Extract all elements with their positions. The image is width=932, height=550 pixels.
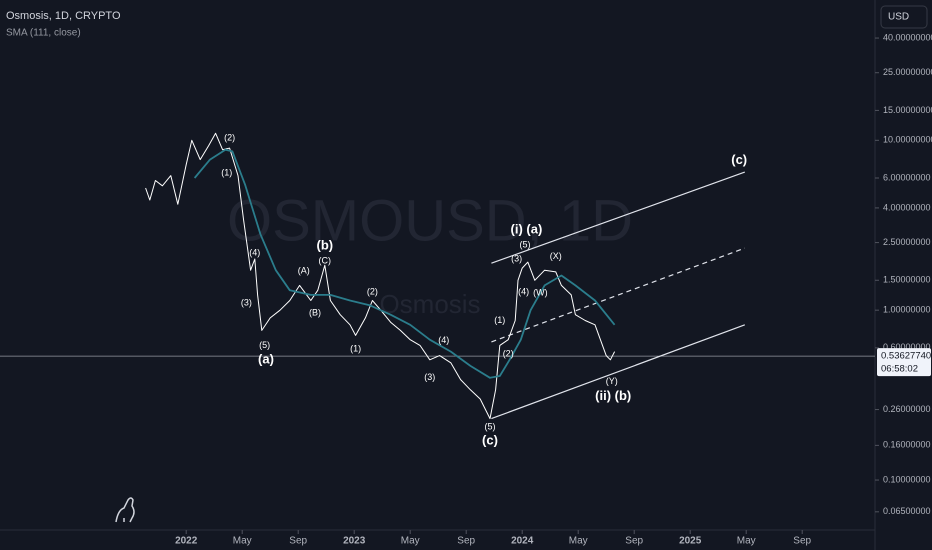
y-tick-label: 15.00000000 <box>883 105 932 115</box>
x-tick-label: Sep <box>793 536 811 547</box>
trend-line <box>491 324 746 420</box>
wave-label: (2) <box>503 349 514 359</box>
dino-icon <box>115 497 135 523</box>
x-tick-label: 2025 <box>679 536 702 547</box>
currency[interactable]: USD <box>888 12 909 23</box>
wave-label: (1) <box>350 343 361 353</box>
wave-label: (4) <box>518 286 529 296</box>
wave-label: (3) <box>424 372 435 382</box>
x-tick-label: May <box>569 536 588 547</box>
wave-label: (X) <box>550 251 562 261</box>
currency-button[interactable] <box>880 5 928 29</box>
wave-label: (ii) (b) <box>595 388 631 403</box>
y-tick-label: 4.00000000 <box>883 202 931 212</box>
y-tick-label: 0.16000000 <box>883 440 931 450</box>
wave-label: (Y) <box>606 376 618 386</box>
price-tag <box>877 348 931 377</box>
wave-label: (3) <box>511 253 522 263</box>
x-tick-label: 2022 <box>175 536 198 547</box>
countdown: 06:58:02 <box>881 364 918 375</box>
wave-label: (4) <box>438 335 449 345</box>
y-tick-label: 10.00000000 <box>883 135 932 145</box>
wave-label: (i) (a) <box>511 222 543 237</box>
series-line <box>145 132 616 420</box>
wave-label: (2) <box>224 133 235 143</box>
wave-label: (1) <box>221 168 232 178</box>
wave-label: (c) <box>482 432 498 447</box>
y-tick-label: 1.00000000 <box>883 305 931 315</box>
trend-line <box>491 171 746 264</box>
x-tick-label: 2024 <box>511 536 534 547</box>
x-tick-label: 2023 <box>343 536 366 547</box>
wave-label: (2) <box>367 286 378 296</box>
watermark-name: Osmosis <box>379 289 480 319</box>
legend-entry: Osmosis, 1D, CRYPTO <box>6 10 121 22</box>
wave-label: (C) <box>319 255 332 265</box>
price-tag-label: 0.53627740 <box>881 351 931 362</box>
wave-label: (1) <box>494 315 505 325</box>
trend-line <box>491 247 746 343</box>
y-tick-label: 40.00000000 <box>883 32 932 42</box>
wave-label: (3) <box>241 298 252 308</box>
y-tick-label: 25.00000000 <box>883 67 932 77</box>
wave-label: (A) <box>298 265 310 275</box>
wave-label: (b) <box>316 238 333 253</box>
x-tick-label: May <box>233 536 252 547</box>
wave-label: (5) <box>259 340 270 350</box>
wave-label: (5) <box>520 240 531 250</box>
legend-entry: SMA (111, close) <box>6 28 81 39</box>
wave-label: (a) <box>258 351 274 366</box>
watermark-symbol: OSMOUSD, 1D <box>227 188 633 253</box>
y-tick-label: 0.60000000 <box>883 342 931 352</box>
series-line <box>193 148 616 379</box>
wave-label: (B) <box>309 308 321 318</box>
y-tick-label: 0.10000000 <box>883 474 931 484</box>
y-tick-label: 0.06500000 <box>883 506 931 516</box>
wave-label: (W) <box>533 288 548 298</box>
wave-label: (4) <box>249 247 260 257</box>
x-tick-label: Sep <box>289 536 307 547</box>
wave-label: (c) <box>731 152 747 167</box>
y-tick-label: 6.00000000 <box>883 172 931 182</box>
y-tick-label: 2.50000000 <box>883 237 931 247</box>
y-tick-label: 0.26000000 <box>883 404 931 414</box>
wave-label: (5) <box>485 421 496 431</box>
x-tick-label: May <box>737 536 756 547</box>
x-tick-label: Sep <box>457 536 475 547</box>
y-tick-label: 1.50000000 <box>883 275 931 285</box>
x-tick-label: May <box>401 536 420 547</box>
x-tick-label: Sep <box>625 536 643 547</box>
